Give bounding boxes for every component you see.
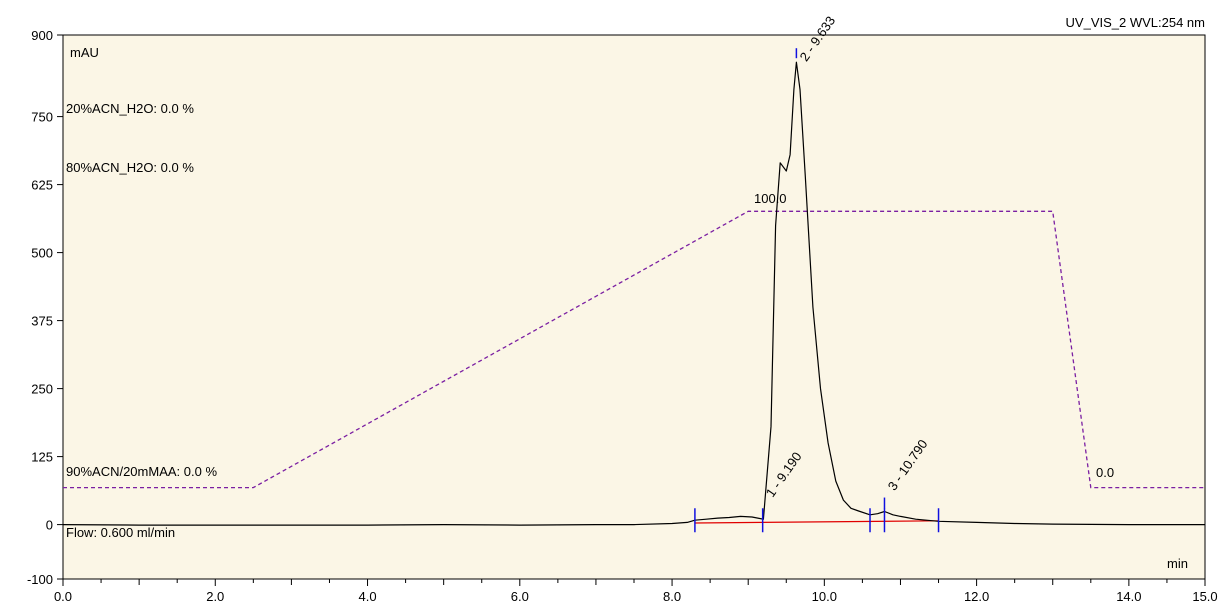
x-tick-label: 12.0 (964, 589, 989, 604)
x-tick-label: 0.0 (54, 589, 72, 604)
x-tick-label: 2.0 (206, 589, 224, 604)
gradient-label-max: 100.0 (754, 191, 787, 206)
method-label-20acn: 20%ACN_H2O: 0.0 % (66, 101, 194, 116)
y-tick-label: 125 (31, 450, 53, 465)
chromatogram-trace (62, 61, 1205, 526)
x-tick-label: 14.0 (1116, 589, 1141, 604)
method-label-90acn: 90%ACN/20mMAA: 0.0 % (66, 464, 217, 479)
method-label-80acn: 80%ACN_H2O: 0.0 % (66, 160, 194, 175)
integration-baseline (694, 520, 939, 524)
y-tick-label: -100 (27, 572, 53, 587)
x-tick-label: 4.0 (358, 589, 376, 604)
x-tick-label: 8.0 (663, 589, 681, 604)
plot-background (62, 34, 1206, 580)
y-tick-label: 750 (31, 110, 53, 125)
y-tick-label: 250 (31, 382, 53, 397)
y-tick-label: 375 (31, 314, 53, 329)
y-tick-label: 0 (46, 518, 53, 533)
y-tick-label: 900 (31, 28, 53, 43)
x-tick-label: 10.0 (812, 589, 837, 604)
gradient-label-min: 0.0 (1096, 465, 1114, 480)
y-tick-label: 625 (31, 178, 53, 193)
chart-title: UV_VIS_2 WVL:254 nm (1066, 15, 1205, 30)
gradient-line (63, 210, 1205, 489)
x-tick-label: 6.0 (511, 589, 529, 604)
flow-label: Flow: 0.600 ml/min (66, 525, 175, 540)
y-tick-label: 500 (31, 246, 53, 261)
x-axis-unit: min (1167, 556, 1188, 571)
y-axis: -100 0 125 250 375 500 625 750 900 (27, 28, 63, 587)
x-tick-label: 15.0 (1192, 589, 1217, 604)
x-axis: 0.0 2.0 4.0 6.0 8.0 10.0 12.0 14.0 15.0 (54, 579, 1218, 604)
series-layer (62, 61, 1205, 526)
y-axis-unit: mAU (70, 45, 99, 60)
